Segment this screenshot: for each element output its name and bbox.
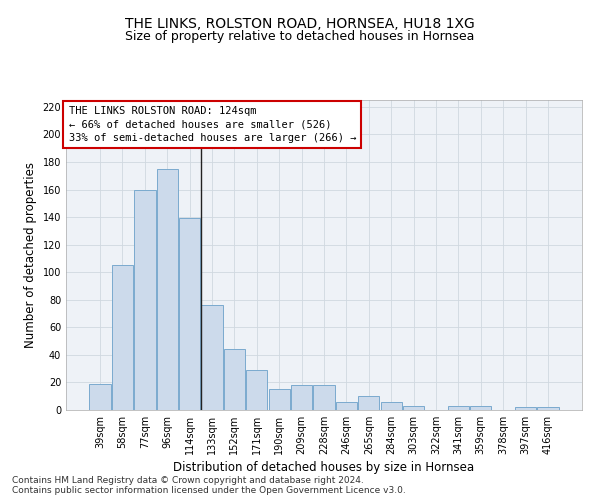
Bar <box>336 402 357 410</box>
Bar <box>380 402 402 410</box>
Bar <box>224 350 245 410</box>
Bar <box>515 407 536 410</box>
X-axis label: Distribution of detached houses by size in Hornsea: Distribution of detached houses by size … <box>173 461 475 474</box>
Bar <box>246 370 268 410</box>
Bar <box>179 218 200 410</box>
Text: THE LINKS, ROLSTON ROAD, HORNSEA, HU18 1XG: THE LINKS, ROLSTON ROAD, HORNSEA, HU18 1… <box>125 18 475 32</box>
Bar <box>157 169 178 410</box>
Y-axis label: Number of detached properties: Number of detached properties <box>24 162 37 348</box>
Bar <box>470 406 491 410</box>
Bar <box>291 385 312 410</box>
Bar <box>269 390 290 410</box>
Text: THE LINKS ROLSTON ROAD: 124sqm
← 66% of detached houses are smaller (526)
33% of: THE LINKS ROLSTON ROAD: 124sqm ← 66% of … <box>68 106 356 142</box>
Bar <box>448 406 469 410</box>
Bar <box>112 266 133 410</box>
Text: Contains HM Land Registry data © Crown copyright and database right 2024.: Contains HM Land Registry data © Crown c… <box>12 476 364 485</box>
Bar <box>134 190 155 410</box>
Bar <box>89 384 111 410</box>
Bar <box>313 385 335 410</box>
Text: Contains public sector information licensed under the Open Government Licence v3: Contains public sector information licen… <box>12 486 406 495</box>
Bar <box>403 406 424 410</box>
Bar <box>202 306 223 410</box>
Text: Size of property relative to detached houses in Hornsea: Size of property relative to detached ho… <box>125 30 475 43</box>
Bar <box>358 396 379 410</box>
Bar <box>537 407 559 410</box>
